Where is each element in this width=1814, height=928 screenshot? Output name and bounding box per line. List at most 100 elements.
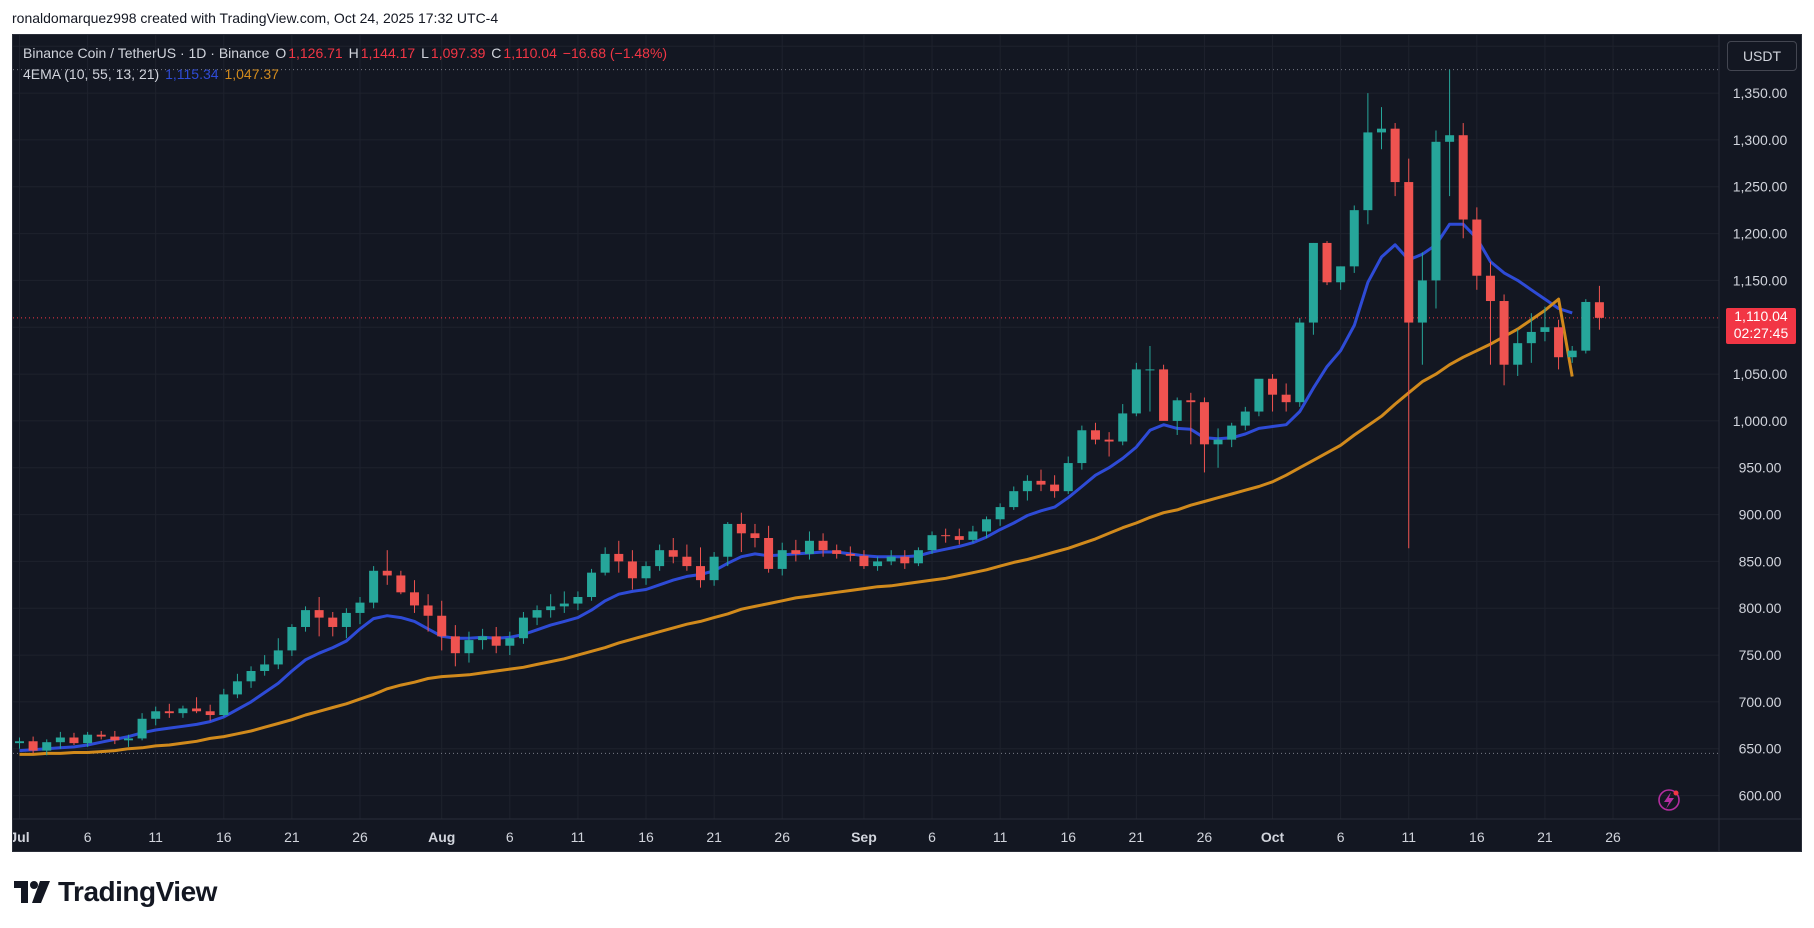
time-tick-label: 21 <box>706 829 722 845</box>
bar-countdown: 02:27:45 <box>1733 324 1789 341</box>
candle-body <box>151 711 161 719</box>
candle-body <box>968 531 978 540</box>
candle-body <box>1458 135 1468 220</box>
candle-body <box>301 610 311 627</box>
candle-body <box>873 561 883 567</box>
candle-body <box>1363 132 1373 211</box>
candle-body <box>1404 182 1414 323</box>
candle-body <box>573 597 583 604</box>
candle-body <box>804 540 814 554</box>
candle-body <box>219 694 229 716</box>
price-tick-label: 850.00 <box>1739 553 1782 569</box>
candle-body <box>818 540 828 551</box>
tradingview-logo[interactable]: TradingView <box>14 876 217 908</box>
candle-body <box>355 602 365 613</box>
open-value: 1,126.71 <box>288 45 343 61</box>
last-price-tag: 1,110.04 02:27:45 <box>1726 307 1796 344</box>
time-tick-label: 11 <box>993 829 1008 845</box>
tradingview-logo-text: TradingView <box>58 876 217 907</box>
candle-body <box>450 636 460 654</box>
candle-body <box>777 550 787 569</box>
candle-body <box>1417 280 1427 323</box>
candle-body <box>137 718 147 739</box>
candle-body <box>1281 394 1291 403</box>
price-tick-label: 1,150.00 <box>1733 272 1788 288</box>
candle-body <box>1240 411 1250 426</box>
low-label: L <box>421 45 429 61</box>
candle-body <box>532 610 542 618</box>
high-label: H <box>348 45 359 61</box>
candle-body <box>1145 369 1155 371</box>
time-tick-label: 6 <box>84 829 92 845</box>
candle-body <box>491 636 501 646</box>
time-tick-label: 26 <box>352 829 368 845</box>
candle-body <box>96 734 106 737</box>
ema-fast-value: 1,115.34 <box>165 66 219 82</box>
candle-body <box>518 617 528 639</box>
candle-body <box>736 523 746 534</box>
candle-body <box>1431 141 1441 281</box>
close-label: C <box>491 45 502 61</box>
candle-body <box>546 606 556 611</box>
time-tick-label: 26 <box>1197 829 1213 845</box>
time-tick-label: Aug <box>428 829 455 845</box>
price-tick-label: 750.00 <box>1739 647 1782 663</box>
candle-body <box>832 550 842 554</box>
candle-body <box>1213 439 1223 445</box>
candle-body <box>192 708 202 712</box>
candle-body <box>1390 128 1400 183</box>
candle-body <box>696 566 705 581</box>
alerts-icon[interactable] <box>1658 789 1680 811</box>
candle-body <box>1063 463 1073 492</box>
currency-button[interactable]: USDT <box>1727 41 1797 71</box>
candle-body <box>709 556 719 581</box>
candle-body <box>1186 400 1196 403</box>
candle-body <box>423 605 433 616</box>
candle-body <box>1445 135 1455 142</box>
candle-body <box>260 664 270 672</box>
candle-body <box>1022 480 1032 492</box>
change-value: −16.68 (−1.48%) <box>562 45 668 61</box>
candle-body <box>668 550 678 557</box>
price-tick-label: 1,350.00 <box>1733 85 1788 101</box>
time-tick-label: 16 <box>1060 829 1076 845</box>
high-value: 1,144.17 <box>360 45 416 61</box>
price-tick-label: 950.00 <box>1739 460 1782 476</box>
time-tick-label: 11 <box>148 829 163 845</box>
candle-body <box>1077 430 1087 464</box>
candle-body <box>954 536 964 540</box>
candle-body <box>627 561 637 579</box>
price-tick-label: 1,250.00 <box>1733 179 1788 195</box>
open-label: O <box>275 45 287 61</box>
candle-body <box>1009 491 1019 508</box>
candle-body <box>1336 266 1346 283</box>
candle-body <box>995 507 1005 520</box>
time-tick-label: 6 <box>928 829 936 845</box>
candle-body <box>845 553 855 556</box>
candle-body <box>723 523 733 557</box>
last-price-value: 1,110.04 <box>1734 307 1788 324</box>
chart-panel[interactable]: 600.00 650.00 700.00 750.00 800.00 850.00 900.… <box>12 34 1802 852</box>
time-tick-label: 11 <box>571 829 586 845</box>
candle-body <box>559 603 569 607</box>
candle-body <box>178 708 188 714</box>
indicator-title: 4EMA (10, 55, 13, 21) <box>23 66 160 82</box>
price-tick-label: 1,050.00 <box>1733 366 1788 382</box>
ema-slow-value: 1,047.37 <box>224 66 279 82</box>
candle-body <box>164 711 174 714</box>
candle-body <box>246 671 256 682</box>
candle-body <box>341 612 351 627</box>
candle-body <box>1499 301 1509 365</box>
candle-body <box>123 738 133 741</box>
candle-body <box>287 626 297 651</box>
candle-body <box>369 570 379 603</box>
time-tick-label: 26 <box>1605 829 1621 845</box>
time-tick-label: 26 <box>774 829 790 845</box>
candle-body <box>859 555 869 567</box>
candle-body <box>641 566 651 579</box>
candle-body <box>614 553 624 562</box>
candle-body <box>913 550 923 564</box>
candlestick-chart[interactable]: 600.00 650.00 700.00 750.00 800.00 850.00 900.… <box>13 35 1801 851</box>
candle-body <box>1513 343 1523 365</box>
candle-body <box>328 617 338 627</box>
